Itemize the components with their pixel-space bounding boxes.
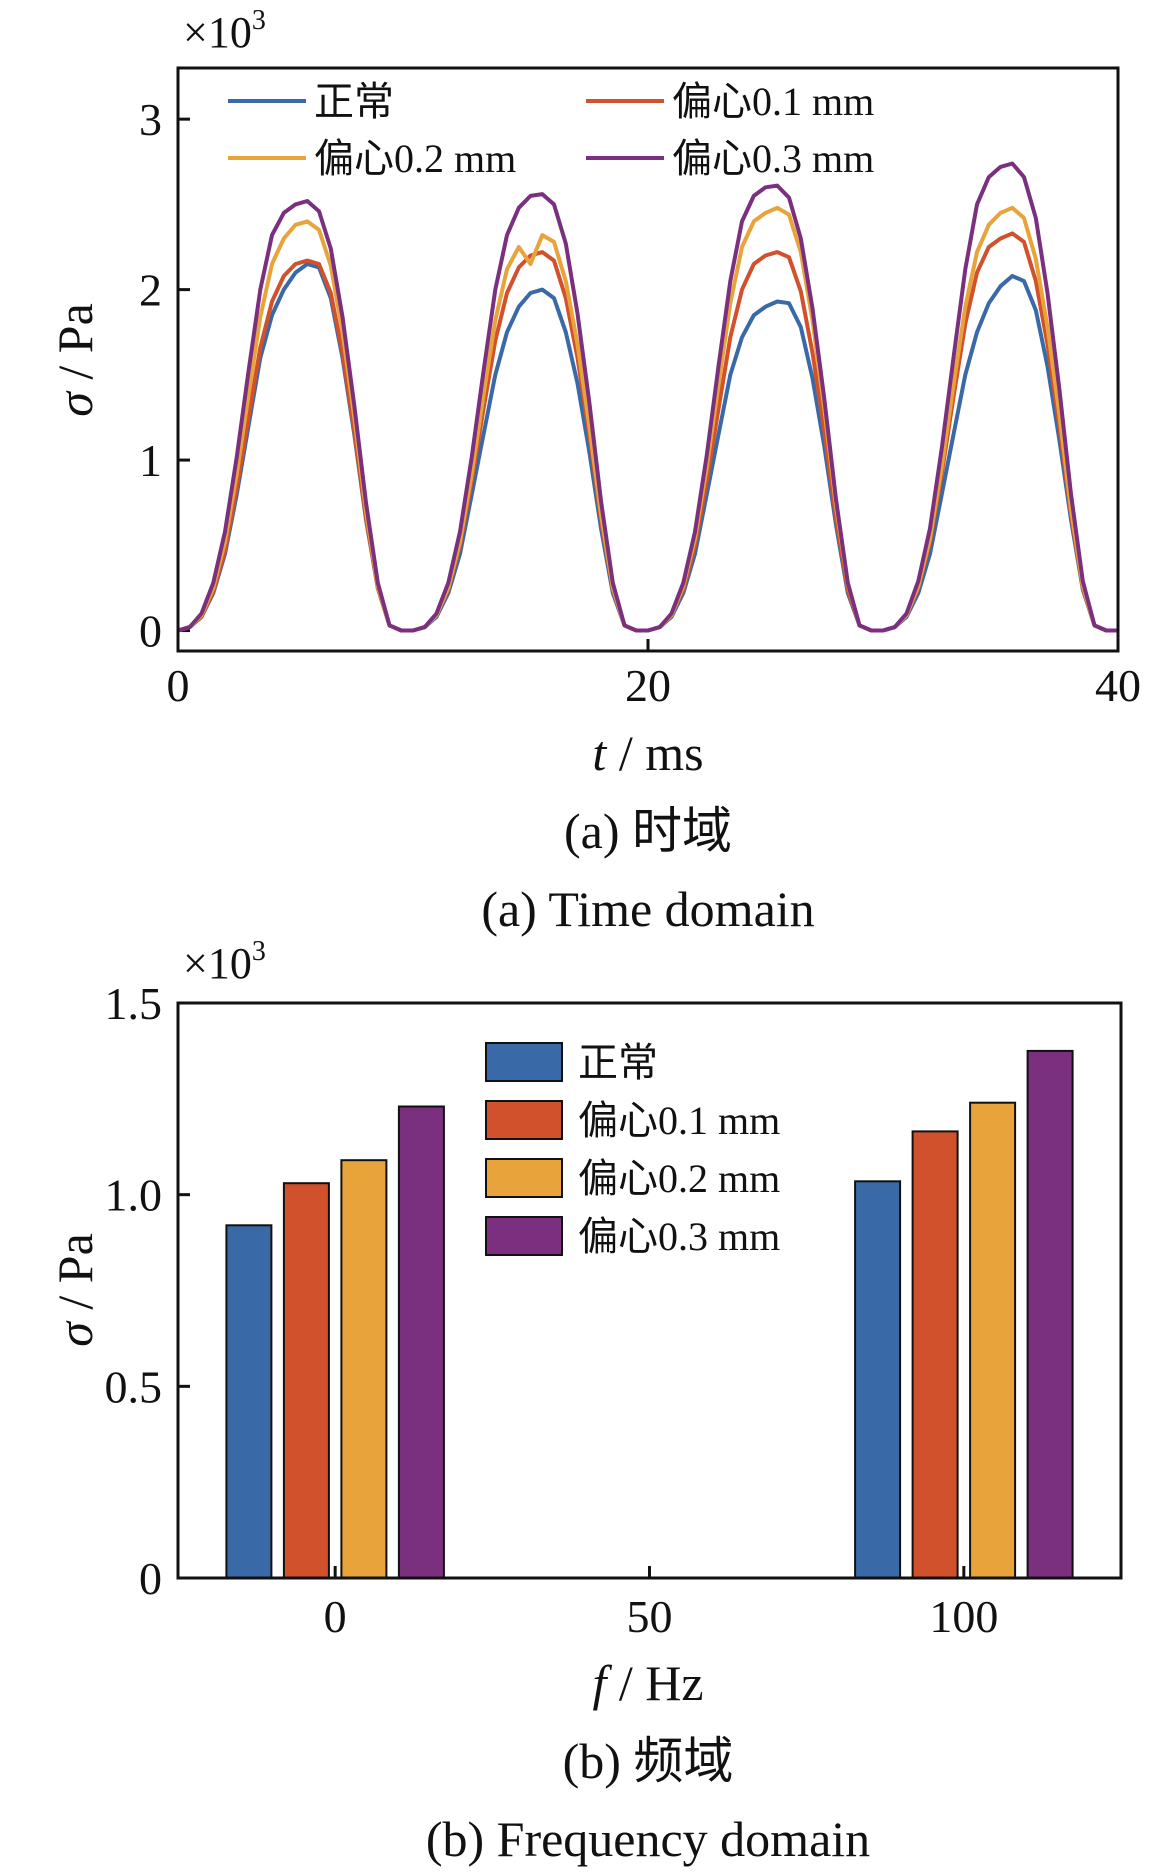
frequency-y-tick-label: 0.5 (105, 1361, 163, 1412)
frequency-bars (225, 1049, 1074, 1580)
time-series-line-1 (177, 231, 1118, 633)
frequency-bar (969, 1101, 1017, 1579)
time-multiplier: ×103 (183, 5, 266, 57)
frequency-bar (340, 1159, 388, 1579)
frequency-y-tick-label: 1.0 (105, 1170, 163, 1221)
time-y-tick-label: 2 (139, 265, 162, 316)
frequency-legend-swatch (485, 1042, 563, 1082)
time-legend-label: 正常 (314, 79, 394, 124)
frequency-legend-label: 偏心0.1 mm (578, 1098, 780, 1143)
frequency-x-axis-label: f / Hz (592, 1655, 703, 1711)
frequency-y-tick-label: 0 (139, 1553, 162, 1604)
frequency-bar (911, 1130, 959, 1580)
frequency-legend-label: 正常 (578, 1040, 658, 1085)
time-series-line-0 (177, 262, 1118, 633)
time-x-tick-label: 0 (167, 660, 190, 711)
frequency-legend-label: 偏心0.3 mm (578, 1214, 780, 1259)
time-domain-panel: ×103 0 1 2 3 0 20 40 正常 偏心0.1 mm 偏心0.2 mm 偏心0.3 m… (47, 5, 1141, 937)
time-y-tick-label: 0 (139, 606, 162, 657)
time-axis-ticks: 0 1 2 3 0 20 40 (139, 94, 1141, 711)
frequency-x-tick-label: 100 (929, 1591, 998, 1642)
frequency-legend-label: 偏心0.2 mm (578, 1156, 780, 1201)
frequency-multiplier: ×103 (183, 936, 266, 988)
frequency-caption-cn: (b) 频域 (563, 1733, 734, 1789)
frequency-bar (397, 1105, 445, 1579)
frequency-legend-swatch (485, 1100, 563, 1140)
time-caption-en: (a) Time domain (481, 881, 814, 937)
time-y-axis-label: σ / Pa (47, 303, 103, 417)
time-x-tick-label: 20 (625, 660, 671, 711)
frequency-y-axis-label: σ / Pa (47, 1233, 103, 1347)
frequency-bar (225, 1224, 273, 1580)
frequency-legend-swatch (485, 1158, 563, 1198)
frequency-plot-frame (176, 1001, 1123, 1580)
frequency-bar (282, 1182, 330, 1579)
time-legend: 正常 偏心0.1 mm 偏心0.2 mm 偏心0.3 mm (228, 79, 874, 181)
time-legend-label: 偏心0.1 mm (672, 79, 874, 124)
frequency-x-tick-label: 0 (324, 1591, 347, 1642)
frequency-y-tick-label: 1.5 (105, 978, 163, 1029)
frequency-legend-swatch (485, 1216, 563, 1256)
time-legend-label: 偏心0.3 mm (672, 136, 874, 181)
time-plot-frame (176, 66, 1120, 653)
time-legend-label: 偏心0.2 mm (314, 136, 516, 181)
frequency-axis-ticks: 0 0.5 1.0 1.5 0 50 100 (105, 978, 999, 1642)
frequency-bar (854, 1180, 902, 1580)
time-x-axis-label: t / ms (592, 725, 703, 781)
time-caption-cn: (a) 时域 (564, 803, 732, 859)
time-series-lines (177, 161, 1118, 633)
time-y-tick-label: 3 (139, 94, 162, 145)
time-y-tick-label: 1 (139, 435, 162, 486)
frequency-x-tick-label: 50 (627, 1591, 673, 1642)
time-series-line-3 (177, 161, 1118, 633)
time-x-tick-label: 40 (1095, 660, 1141, 711)
frequency-caption-en: (b) Frequency domain (426, 1811, 870, 1867)
frequency-bar (1026, 1049, 1074, 1579)
